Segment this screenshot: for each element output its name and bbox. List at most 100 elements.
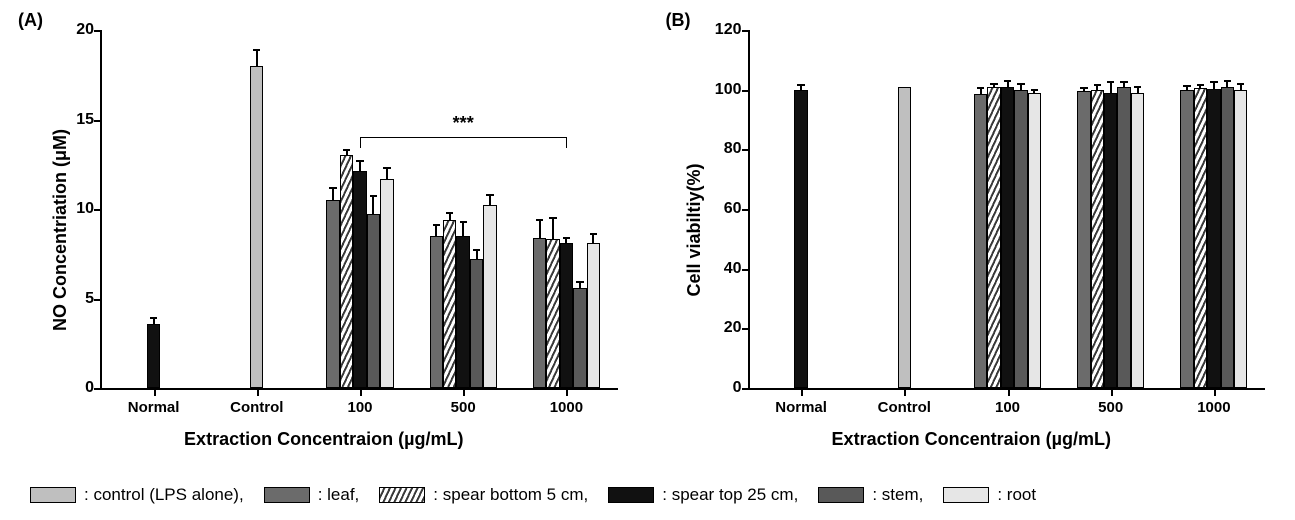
bar-1000-leaf (1180, 90, 1193, 388)
bar-500-stem (470, 259, 483, 388)
bar-1000-bottom5 (546, 239, 559, 388)
panel-a-xlabel: Extraction Concentraion (µg/mL) (184, 429, 463, 450)
legend-item-top25: : spear top 25 cm, (608, 485, 798, 505)
errorbar (332, 188, 334, 201)
ytick-label: 40 (698, 260, 742, 278)
errorbar (592, 234, 594, 243)
bar-100-top25 (1001, 87, 1014, 388)
errorbar-cap (150, 317, 157, 319)
bar-500-top25 (1104, 93, 1117, 388)
bar-500-leaf (1077, 91, 1090, 388)
errorbar-cap (1224, 80, 1231, 82)
bar-1000-leaf (533, 238, 546, 388)
legend-item-stem: : stem, (818, 485, 923, 505)
errorbar-cap (433, 224, 440, 226)
xtick-label: 500 (1098, 399, 1123, 416)
bar-Control-control (898, 87, 911, 388)
errorbar-cap (1107, 81, 1114, 83)
ytick-mark (94, 209, 102, 211)
xtick-label: 500 (451, 399, 476, 416)
errorbar-cap (1197, 84, 1204, 86)
legend-label-stem: : stem, (872, 485, 923, 505)
ytick-label: 5 (50, 290, 94, 308)
ytick-mark (742, 328, 750, 330)
legend-swatch-bottom5 (379, 487, 425, 503)
ytick-mark (94, 299, 102, 301)
bar-500-root (483, 205, 496, 388)
panel-b-label: (B) (666, 10, 691, 31)
bar-1000-stem (573, 288, 586, 388)
legend: : control (LPS alone),: leaf,: spear bot… (0, 478, 1295, 512)
errorbar-cap (1120, 81, 1127, 83)
errorbar-cap (460, 221, 467, 223)
legend-swatch-control (30, 487, 76, 503)
xtick-mark (463, 388, 465, 396)
ytick-mark (742, 388, 750, 390)
ytick-mark (742, 149, 750, 151)
bar-100-leaf (974, 94, 987, 388)
bar-100-top25 (353, 171, 366, 388)
legend-label-control: : control (LPS alone), (84, 485, 244, 505)
xtick-label: Control (230, 399, 283, 416)
errorbar-cap (549, 217, 556, 219)
xtick-label: Normal (128, 399, 180, 416)
errorbar-cap (1004, 80, 1011, 82)
legend-swatch-root (943, 487, 989, 503)
ytick-label: 15 (50, 111, 94, 129)
errorbar-cap (1210, 81, 1217, 83)
sig-bracket (360, 137, 566, 138)
ytick-label: 0 (50, 379, 94, 397)
errorbar-cap (383, 167, 390, 169)
sig-bracket-drop (566, 137, 567, 148)
panels-row: (A) NO Concentriation (μM) Extraction Co… (0, 0, 1295, 460)
bar-500-top25 (456, 236, 469, 388)
legend-label-top25: : spear top 25 cm, (662, 485, 798, 505)
errorbar (372, 196, 374, 214)
figure: (A) NO Concentriation (μM) Extraction Co… (0, 0, 1295, 520)
xtick-label: 1000 (1197, 399, 1230, 416)
bar-1000-top25 (560, 243, 573, 388)
ytick-mark (94, 120, 102, 122)
bar-Control-control (250, 66, 263, 388)
ytick-label: 20 (698, 319, 742, 337)
bar-Normal-top25 (794, 90, 807, 388)
panel-b-xlabel: Extraction Concentraion (µg/mL) (832, 429, 1111, 450)
bar-1000-root (1234, 90, 1247, 388)
bar-500-leaf (430, 236, 443, 388)
errorbar (359, 161, 361, 172)
errorbar (435, 225, 437, 236)
errorbar-cap (473, 249, 480, 251)
bar-1000-top25 (1207, 89, 1220, 388)
xtick-mark (566, 388, 568, 396)
bar-1000-root (587, 243, 600, 388)
errorbar (449, 213, 451, 220)
errorbar-cap (977, 87, 984, 89)
errorbar (1213, 82, 1215, 89)
legend-item-control: : control (LPS alone), (30, 485, 244, 505)
legend-item-bottom5: : spear bottom 5 cm, (379, 485, 588, 505)
xtick-mark (360, 388, 362, 396)
ytick-mark (742, 30, 750, 32)
xtick-mark (154, 388, 156, 396)
ytick-mark (742, 269, 750, 271)
xtick-mark (904, 388, 906, 396)
xtick-label: 100 (347, 399, 372, 416)
panel-a-label: (A) (18, 10, 43, 31)
bar-100-stem (1014, 90, 1027, 388)
xtick-label: Control (878, 399, 931, 416)
ytick-mark (742, 209, 750, 211)
xtick-label: 1000 (550, 399, 583, 416)
errorbar-cap (1134, 86, 1141, 88)
bar-100-leaf (326, 200, 339, 388)
errorbar-cap (446, 212, 453, 214)
panel-a: (A) NO Concentriation (μM) Extraction Co… (0, 0, 648, 460)
ytick-mark (94, 388, 102, 390)
ytick-label: 10 (50, 200, 94, 218)
ytick-label: 80 (698, 140, 742, 158)
xtick-mark (1214, 388, 1216, 396)
errorbar (552, 218, 554, 239)
xtick-label: 100 (995, 399, 1020, 416)
bar-100-bottom5 (987, 87, 1000, 388)
bar-100-root (1028, 93, 1041, 388)
ytick-label: 100 (698, 81, 742, 99)
